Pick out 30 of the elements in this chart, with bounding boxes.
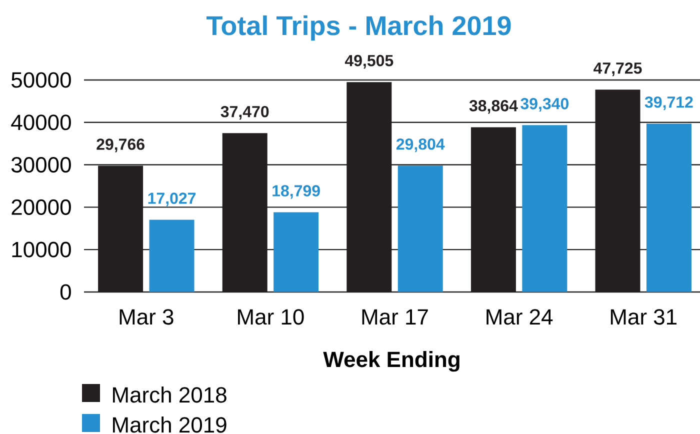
data-label: 17,027 xyxy=(148,192,196,206)
data-label: 49,505 xyxy=(344,54,394,69)
y-tick-label: 40000 xyxy=(11,114,71,130)
y-tick-label: 0 xyxy=(60,284,71,300)
x-tick-label: Mar 3 xyxy=(120,309,174,325)
bar xyxy=(522,125,568,292)
legend-label: March 2018 xyxy=(113,386,226,403)
bar xyxy=(646,124,692,292)
x-tick-label: Mar 10 xyxy=(238,309,304,325)
data-label: 29,766 xyxy=(96,138,144,152)
x-tick-label: Mar 24 xyxy=(486,309,553,325)
data-label: 29,804 xyxy=(396,138,445,152)
bar xyxy=(274,212,319,292)
x-axis-title: Week Ending xyxy=(323,351,460,372)
chart-title: Total Trips - March 2019 xyxy=(206,15,511,41)
data-label: 38,864 xyxy=(469,100,518,114)
y-tick-label: 50000 xyxy=(12,72,71,88)
x-tick-label: Mar 31 xyxy=(610,309,676,325)
data-label: 18,799 xyxy=(272,185,320,199)
y-tick-label: 30000 xyxy=(11,157,71,173)
data-label: 37,470 xyxy=(220,106,269,120)
x-tick-label: Mar 17 xyxy=(362,309,428,325)
y-tick-label: 20000 xyxy=(12,199,71,215)
bar xyxy=(398,166,443,292)
data-label: 39,340 xyxy=(520,98,568,112)
data-label: 39,712 xyxy=(644,96,693,110)
data-label: 47,725 xyxy=(594,62,642,76)
legend-label: March 2019 xyxy=(113,416,226,433)
y-tick-label: 10000 xyxy=(12,242,71,258)
bar xyxy=(149,220,194,292)
